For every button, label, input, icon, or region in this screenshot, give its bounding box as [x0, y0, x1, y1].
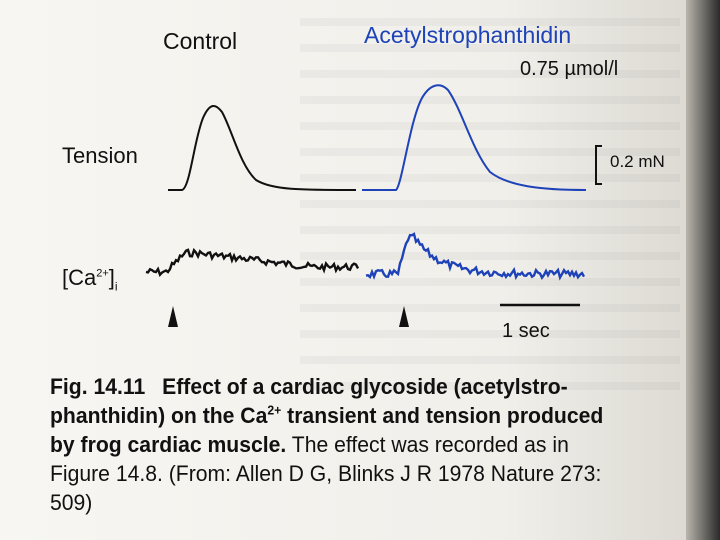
page-binding-shadow	[686, 0, 720, 540]
caption-bold-part-2: transient and tension produced by frog c…	[50, 403, 604, 457]
control-tension-trace	[168, 105, 357, 191]
drug-tension-trace	[362, 84, 587, 191]
tension-label: Tension	[62, 143, 138, 168]
concentration-label: 0.75 µmol/l	[520, 58, 619, 80]
figure-caption: Fig. 14.11 Effect of a cardiac glycoside …	[50, 372, 633, 517]
control-calcium-trace	[145, 247, 360, 277]
calcium-label-close: ]	[108, 265, 115, 290]
tension-scale-bar	[595, 145, 602, 185]
calcium-label-main: [Ca	[62, 265, 97, 290]
calcium-label: [Ca2+]i	[62, 265, 118, 293]
stimulus-marker-drug	[399, 306, 409, 327]
figure-number: Fig. 14.11	[50, 374, 146, 399]
drug-label: Acetylstrophanthidin	[364, 22, 572, 48]
time-scale-label: 1 sec	[502, 320, 550, 342]
stimulus-marker-control	[168, 306, 178, 327]
drug-calcium-trace	[365, 232, 586, 281]
caption-bold-part-1: Effect of a cardiac glycoside (acetylstr…	[50, 374, 568, 428]
calcium-label-sub: i	[114, 279, 118, 294]
tension-scale-label: 0.2 mN	[610, 152, 665, 171]
caption-superscript: 2+	[267, 402, 282, 418]
calcium-label-sup: 2+	[96, 267, 109, 280]
caption-regular-part: The effect was recorded as in Figure 14.…	[50, 432, 602, 515]
bleed-through-text	[300, 0, 680, 400]
control-label: Control	[163, 28, 238, 54]
